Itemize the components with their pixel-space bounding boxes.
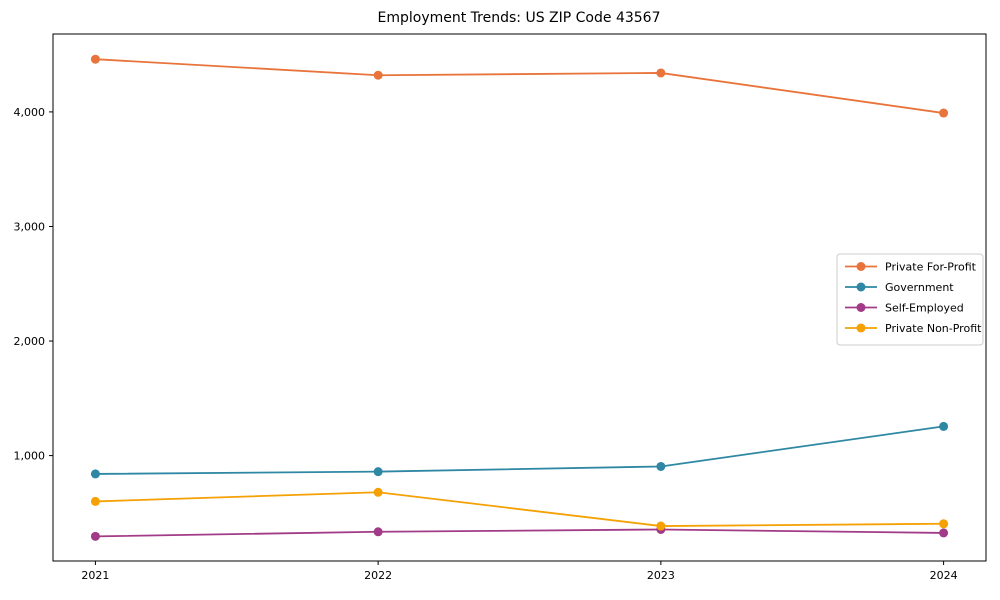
legend-sample-marker [856, 282, 866, 292]
y-tick-label: 3,000 [14, 220, 46, 233]
x-tick-label: 2023 [647, 569, 675, 582]
chart-title: Employment Trends: US ZIP Code 43567 [378, 10, 661, 26]
series-line [95, 425, 944, 475]
series-line [95, 491, 944, 527]
series-marker [373, 487, 383, 497]
series-marker [656, 461, 666, 471]
series-marker [939, 519, 949, 529]
legend-sample-marker [856, 303, 866, 312]
series-marker [373, 527, 383, 537]
series-lines [90, 54, 949, 541]
series-marker [373, 467, 383, 477]
series-marker [939, 421, 949, 431]
series-marker [90, 496, 100, 506]
x-tick-label: 2024 [930, 569, 958, 582]
series-line [95, 58, 944, 114]
x-tick-label: 2021 [81, 569, 109, 582]
series-marker [90, 531, 100, 541]
plot-area [52, 33, 987, 562]
series-marker [656, 521, 666, 531]
y-tick-label: 1,000 [14, 450, 46, 463]
legend-sample-marker [856, 323, 866, 333]
x-tick-label: 2022 [364, 569, 392, 582]
legend-box [836, 253, 984, 346]
y-tick-label: 2,000 [14, 335, 46, 348]
series-marker [939, 108, 949, 118]
y-axis: 1,000 2,000 3,000 4,000 [14, 106, 53, 463]
series-marker [656, 68, 666, 78]
series-line [95, 528, 944, 538]
legend-label: Self-Employed [885, 302, 964, 315]
y-tick-label: 4,000 [14, 106, 46, 119]
series-marker [90, 469, 100, 479]
legend-label: Private Non-Profit [885, 322, 982, 335]
series-marker [373, 70, 383, 80]
legend-label: Private For-Profit [885, 261, 977, 274]
legend-sample-marker [856, 262, 866, 271]
legend-label: Government [885, 281, 954, 294]
legend: Private For-Profit Government Self-Employe… [836, 253, 984, 346]
x-axis: 2021 2022 2023 2024 [81, 561, 958, 582]
series-marker [939, 528, 949, 538]
series-marker [90, 54, 100, 64]
